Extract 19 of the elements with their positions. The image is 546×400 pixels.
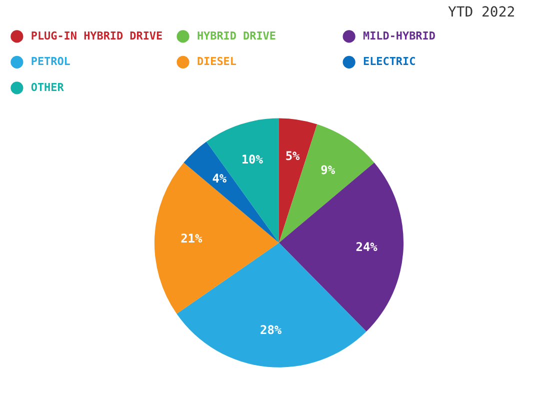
legend-label: PLUG-IN HYBRID DRIVE <box>30 29 163 42</box>
legend-label: MILD-HYBRID <box>363 29 436 42</box>
pie-slice <box>278 118 318 243</box>
legend-label: ELECTRIC <box>363 55 416 68</box>
legend-label: HYBRID DRIVE <box>196 29 276 42</box>
data-label: 28% <box>260 323 282 338</box>
pie-slice <box>206 118 279 243</box>
legend-label: DIESEL <box>196 55 237 68</box>
pie-slice <box>154 162 279 314</box>
data-label: 10% <box>241 152 264 166</box>
legend-label: OTHER <box>30 80 64 94</box>
data-label: 9% <box>320 162 336 177</box>
data-label: 24% <box>356 240 378 254</box>
data-label: 21% <box>180 232 203 246</box>
data-label: 4% <box>212 171 228 186</box>
pie-slice <box>278 124 374 243</box>
data-label: 5% <box>285 149 301 164</box>
text: YTD 2022 <box>448 4 516 21</box>
legend-label: PETROL <box>30 55 71 68</box>
